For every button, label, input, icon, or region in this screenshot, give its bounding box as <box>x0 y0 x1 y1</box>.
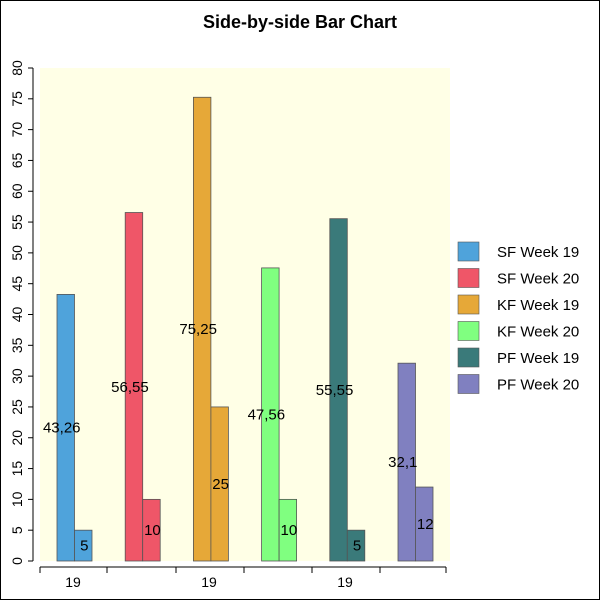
legend-label: PF Week 20 <box>497 377 579 394</box>
y-tick-label: 5 <box>9 526 25 534</box>
bar <box>142 498 161 562</box>
y-tick-label: 75 <box>9 91 25 107</box>
legend-swatch <box>457 374 480 394</box>
bar-data-label: 55,55 <box>316 382 354 399</box>
y-tick-label: 0 <box>9 557 25 565</box>
y-tick-label: 20 <box>9 430 25 446</box>
y-tick-label: 15 <box>9 461 25 477</box>
bar-data-label: 56,55 <box>111 379 149 396</box>
y-tick-label: 35 <box>9 337 25 353</box>
bar <box>261 267 280 562</box>
bar <box>415 486 434 562</box>
bar-data-label: 5 <box>80 538 88 555</box>
y-tick-label: 60 <box>9 183 25 199</box>
y-tick-label: 65 <box>9 152 25 168</box>
y-tick-label: 10 <box>9 491 25 507</box>
bar <box>397 362 416 562</box>
bar-data-label: 5 <box>353 538 361 555</box>
bar-data-label: 25 <box>212 476 229 493</box>
bar <box>210 406 229 562</box>
y-tick-label: 55 <box>9 214 25 230</box>
y-tick-label: 70 <box>9 122 25 138</box>
bar <box>74 529 93 562</box>
bar <box>124 212 144 562</box>
legend-label: KF Week 20 <box>497 324 579 341</box>
legend: SF Week 19 SF Week 20 KF Week 19 KF Week 20… <box>457 241 579 394</box>
legend-swatch <box>457 241 480 262</box>
y-tick-label: 45 <box>9 276 25 292</box>
bars-group: 43,26 5 56,55 10 75,25 25 47,56 10 55,55 5 32,1 12 <box>43 96 434 562</box>
legend-label: KF Week 19 <box>497 297 579 314</box>
y-tick-label: 30 <box>9 368 25 384</box>
bar-data-label: 10 <box>281 522 298 539</box>
legend-label: SF Week 19 <box>497 244 579 261</box>
legend-swatch <box>457 294 480 315</box>
legend-label: SF Week 20 <box>497 271 579 288</box>
bar-data-label: 10 <box>144 522 161 539</box>
x-axis: 19 19 19 <box>39 566 447 590</box>
bar <box>278 498 298 562</box>
bar-data-label: 32,1 <box>388 454 417 471</box>
chart-title: Side-by-side Bar Chart <box>202 12 398 32</box>
x-tick-label: 19 <box>201 574 217 590</box>
bar <box>346 529 366 562</box>
bar-data-label: 12 <box>417 516 434 533</box>
y-tick-label: 40 <box>9 307 25 323</box>
bar-data-label: 43,26 <box>43 420 81 437</box>
legend-swatch <box>457 268 480 288</box>
y-tick-label: 50 <box>9 245 25 261</box>
bar <box>56 294 75 562</box>
bar <box>192 96 212 562</box>
x-tick-label: 19 <box>337 574 353 590</box>
legend-label: PF Week 19 <box>497 350 579 367</box>
y-tick-label: 25 <box>9 399 25 415</box>
plot-background <box>40 68 450 561</box>
legend-swatch <box>457 347 480 368</box>
bar <box>329 218 348 562</box>
bar-data-label: 75,25 <box>179 321 217 338</box>
y-tick-label: 80 <box>9 60 25 76</box>
y-axis: 0 5 10 15 20 25 30 35 40 45 50 55 60 65 70 75 80 <box>9 60 34 565</box>
bar-data-label: 47,56 <box>248 406 286 423</box>
legend-swatch <box>457 321 480 341</box>
x-tick-label: 19 <box>65 574 81 590</box>
